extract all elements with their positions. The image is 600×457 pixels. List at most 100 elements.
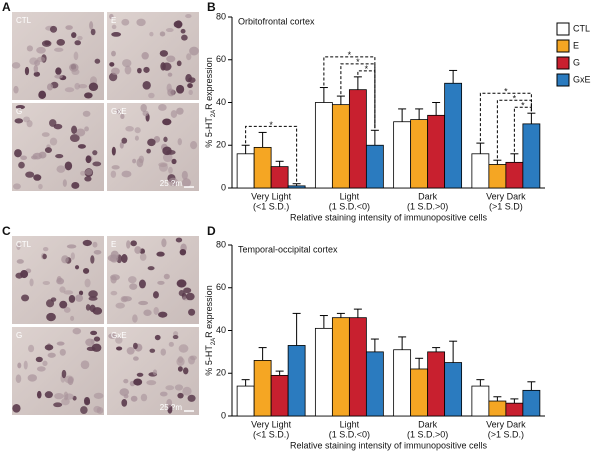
legend-label: CTL: [573, 23, 590, 33]
cell: [153, 291, 159, 299]
significance-star: *: [356, 57, 360, 67]
cell: [44, 344, 54, 351]
cell: [129, 283, 138, 290]
bar: [393, 121, 412, 189]
cell: [36, 390, 42, 399]
bar: [427, 114, 446, 189]
cell: [63, 391, 69, 401]
cell: [38, 90, 47, 100]
cell: [85, 155, 92, 164]
y-axis-label: % 5-HT2AR expression: [204, 285, 216, 375]
bar: [444, 362, 463, 417]
cell: [175, 237, 183, 243]
cell: [63, 290, 74, 295]
y-tick-label: 60: [216, 282, 226, 292]
cell: [93, 405, 102, 413]
y-tick-label: 20: [216, 368, 226, 378]
cell: [181, 34, 188, 41]
cell: [119, 388, 130, 396]
cell: [49, 137, 58, 146]
cell: [134, 135, 139, 141]
bar: [410, 119, 429, 189]
y-label-part: 2A: [211, 110, 217, 117]
cell: [55, 67, 62, 75]
cell: [88, 82, 99, 92]
cell: [71, 182, 80, 189]
cell: [121, 137, 128, 144]
cell: [74, 82, 81, 90]
cell: [42, 246, 49, 252]
legend-label: GxE: [573, 74, 591, 84]
cell: [28, 344, 35, 353]
cell: [41, 40, 52, 47]
cell: [142, 81, 151, 90]
y-tick-label: 80: [216, 239, 226, 249]
bar: [522, 123, 541, 189]
cell: [158, 162, 168, 168]
cell: [83, 396, 90, 405]
cell: [82, 239, 92, 247]
cell: [173, 331, 179, 337]
cell: [75, 128, 86, 137]
x-tick-label: Light: [340, 191, 360, 201]
cell: [80, 170, 86, 176]
bar: [471, 385, 490, 417]
cell: [109, 13, 114, 20]
legend-swatch: [556, 22, 570, 36]
cell: [73, 51, 79, 61]
tile-label: GxE: [111, 331, 127, 340]
tile-label: CTL: [16, 240, 32, 249]
cell: [61, 255, 69, 264]
cell: [136, 372, 144, 377]
cell: [179, 248, 187, 256]
cell: [165, 27, 174, 33]
cell: [64, 375, 75, 384]
cell: [33, 174, 42, 181]
significance-bracket: [479, 92, 532, 142]
cell: [90, 330, 98, 336]
cell: [33, 64, 39, 73]
bar: [444, 82, 463, 189]
bar: [471, 153, 490, 189]
cell: [71, 125, 78, 134]
cell: [132, 158, 137, 164]
legend-swatch: [556, 39, 570, 53]
cell: [122, 59, 132, 68]
cell: [146, 148, 151, 154]
cell: [85, 168, 93, 176]
x-tick-label: (<1 S.D.): [253, 201, 289, 211]
x-axis-label: Relative staining intensity of immunopos…: [290, 440, 488, 450]
cell: [70, 315, 75, 321]
cell: [64, 87, 75, 93]
cell: [123, 378, 129, 384]
cell: [176, 279, 187, 288]
x-tick-label: Very Light: [251, 191, 292, 201]
cell: [148, 92, 155, 99]
cell: [137, 67, 142, 74]
cell: [47, 352, 56, 358]
y-axis-label: % 5-HT2AR expression: [204, 57, 216, 147]
x-tick-label: Very Dark: [486, 419, 526, 429]
cell: [84, 278, 91, 288]
cell: [82, 267, 90, 274]
y-tick-label: 80: [216, 11, 226, 21]
scale-label: 25 ?m: [160, 179, 183, 188]
cell: [116, 346, 123, 351]
cell: [77, 144, 86, 149]
y-label-part: R expression: [204, 285, 214, 338]
cell: [132, 342, 138, 350]
cell: [178, 344, 189, 353]
cell: [15, 374, 22, 384]
cell: [121, 399, 128, 407]
bar: [253, 146, 272, 189]
tile-label: CTL: [16, 16, 32, 25]
cell: [84, 126, 89, 132]
cell: [130, 395, 138, 402]
cell: [165, 385, 175, 391]
significance-star: *: [269, 120, 273, 130]
cell: [29, 278, 34, 287]
x-tick-label: (1 S.D.>0): [407, 429, 448, 439]
cell: [159, 50, 169, 57]
cell: [146, 380, 157, 386]
bar: [427, 351, 446, 417]
